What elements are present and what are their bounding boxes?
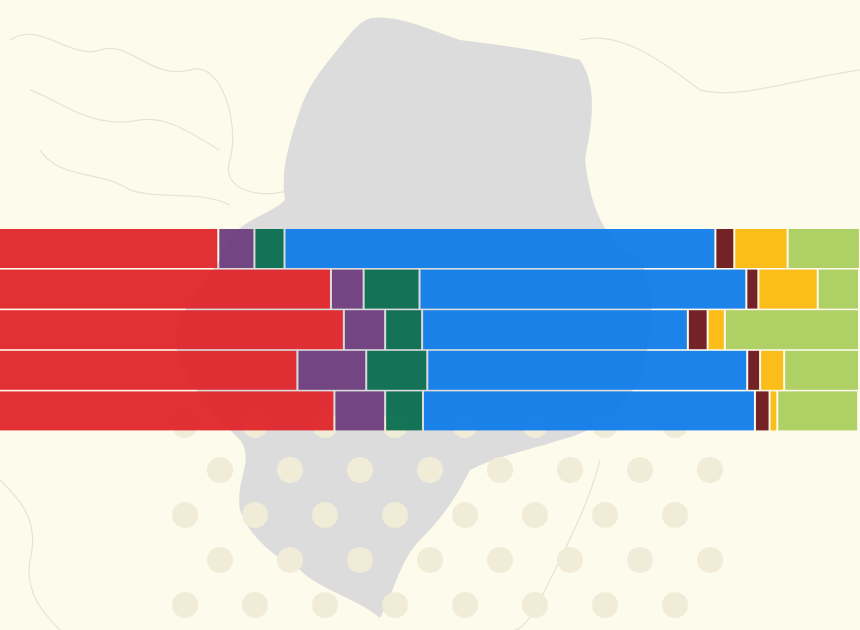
border <box>29 89 221 151</box>
dot <box>382 592 408 618</box>
dot <box>557 547 583 573</box>
dot <box>522 502 548 528</box>
bar-segment <box>367 350 427 390</box>
dot <box>417 547 443 573</box>
bar-segment <box>255 229 284 268</box>
region-borders <box>0 33 860 630</box>
dot <box>627 457 653 483</box>
bar-segment <box>335 391 385 431</box>
dot <box>592 502 618 528</box>
bar-segment <box>0 269 330 309</box>
bar-segment <box>344 310 385 350</box>
bar-segment <box>788 229 859 268</box>
bar-segment <box>716 229 734 268</box>
border <box>0 479 61 630</box>
bar-segment <box>386 391 422 431</box>
bar-segment <box>785 350 858 390</box>
bar-segment <box>778 391 858 431</box>
bar-segment <box>420 269 746 309</box>
dot <box>347 457 373 483</box>
dot <box>522 592 548 618</box>
dot <box>452 502 478 528</box>
dot <box>277 547 303 573</box>
dot <box>487 457 513 483</box>
dot <box>487 547 513 573</box>
bar-segment <box>747 269 758 309</box>
bar-segment <box>0 310 343 350</box>
dot <box>242 502 268 528</box>
bar-segment <box>0 391 334 431</box>
dot <box>452 592 478 618</box>
dot <box>312 592 338 618</box>
dot <box>697 547 723 573</box>
bar-segment <box>428 350 747 390</box>
dot <box>242 592 268 618</box>
dot <box>697 457 723 483</box>
bar-segment <box>725 310 858 350</box>
bar-segment <box>770 391 777 431</box>
dot <box>382 502 408 528</box>
dot <box>557 457 583 483</box>
bar-segment <box>748 350 760 390</box>
bar-segment <box>298 350 366 390</box>
dot <box>172 592 198 618</box>
bar-segment <box>423 391 754 431</box>
bar-segment <box>708 310 724 350</box>
bar-segment <box>386 310 422 350</box>
bar-segment <box>755 391 769 431</box>
bar-segment <box>688 310 707 350</box>
bar-segment <box>423 310 687 350</box>
bar-segment <box>0 350 297 390</box>
dot <box>592 592 618 618</box>
dot <box>207 457 233 483</box>
bar-segment <box>0 229 218 268</box>
border <box>39 149 231 206</box>
dot <box>662 592 688 618</box>
dot <box>662 502 688 528</box>
dot <box>277 457 303 483</box>
dot <box>347 547 373 573</box>
dot <box>207 547 233 573</box>
dot <box>417 457 443 483</box>
bar-segment <box>364 269 419 309</box>
border <box>9 33 291 195</box>
dot <box>627 547 653 573</box>
dot <box>312 502 338 528</box>
bar-segment <box>735 229 787 268</box>
bar-segment <box>219 229 254 268</box>
bar-segment <box>285 229 715 268</box>
border <box>514 459 601 630</box>
bar-segment <box>818 269 858 309</box>
bars <box>0 229 859 431</box>
bar-segment <box>759 269 817 309</box>
dot <box>172 502 198 528</box>
border <box>579 37 860 94</box>
bar-segment <box>761 350 784 390</box>
bar-segment <box>331 269 363 309</box>
